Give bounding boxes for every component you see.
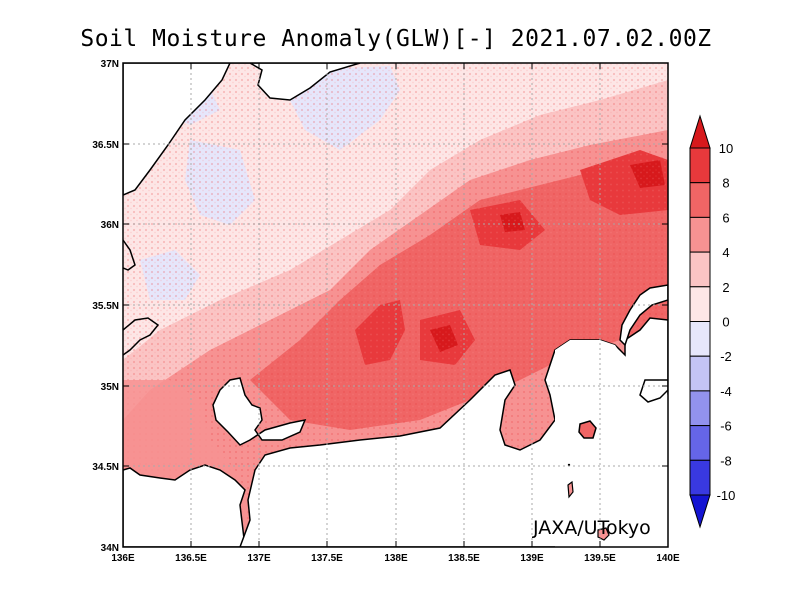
pacific-ocean xyxy=(123,464,246,547)
colorbar-tick-label: -4 xyxy=(720,384,732,399)
colorbar-segment xyxy=(689,286,711,322)
lat-tick-label: 34N xyxy=(101,543,119,554)
lat-tick-labels: 34N 34.5N 35N 35.5N 36N 36.5N 37N xyxy=(92,59,119,554)
coastline xyxy=(123,239,136,271)
colorbar-max-arrow xyxy=(689,114,711,149)
tokyo-bay xyxy=(619,284,668,347)
lat-tick-label: 36.5N xyxy=(92,140,119,151)
lon-tick-label: 136.5E xyxy=(175,553,207,564)
island-small xyxy=(597,527,610,541)
colorbar-segment xyxy=(689,321,711,357)
lon-tick-labels: 136E 136.5E 137E 137.5E 138E 138.5E 139E… xyxy=(111,553,680,564)
colorbar-segment xyxy=(689,459,711,496)
sea-of-japan xyxy=(123,63,361,101)
graticule xyxy=(123,63,668,547)
colorbar-tick-label: -2 xyxy=(720,349,732,364)
colorbar-segment xyxy=(689,147,711,184)
colorbar-tick-label: 4 xyxy=(722,245,729,260)
lon-tick-label: 138.5E xyxy=(448,553,480,564)
colorbar-segment xyxy=(689,425,711,461)
lat-tick-label: 37N xyxy=(101,59,119,70)
colorbar-tick-label: 6 xyxy=(722,210,729,225)
colorbar-min-arrow xyxy=(689,494,711,529)
colorbar-tick-label: 10 xyxy=(719,141,733,156)
colorbar-tick-label: -10 xyxy=(717,488,736,503)
map-panel xyxy=(123,63,668,547)
lon-tick-label: 140E xyxy=(656,553,680,564)
colorbar-tick-label: 0 xyxy=(722,315,729,330)
colorbar-segment xyxy=(689,390,711,427)
credit-label: JAXA/UTokyo xyxy=(533,517,651,539)
ise-bay xyxy=(212,377,307,446)
lat-tick-label: 34.5N xyxy=(92,462,119,473)
sagami-bay xyxy=(555,340,668,547)
lon-tick-label: 137E xyxy=(247,553,271,564)
lon-tick-label: 136E xyxy=(111,553,135,564)
pacific-ocean xyxy=(639,379,668,403)
lon-tick-label: 139.5E xyxy=(584,553,616,564)
map-title: Soil Moisture Anomaly(GLW)[-] 2021.07.02… xyxy=(80,26,712,52)
coastline xyxy=(123,317,160,356)
colorbar-segment xyxy=(689,355,711,392)
colorbar-tick-label: 2 xyxy=(722,280,729,295)
colorbar-tick-label: -8 xyxy=(720,453,732,468)
colorbar: 10 8 6 4 2 0 -2 -4 -6 -8 -10 xyxy=(689,114,736,529)
axis-ticks xyxy=(122,62,669,548)
colorbar-tick-label: -6 xyxy=(720,419,732,434)
colorbar-tick-label: 8 xyxy=(722,176,729,191)
lon-tick-label: 138E xyxy=(384,553,408,564)
colorbar-segment xyxy=(689,251,711,288)
izu-oshima xyxy=(578,420,597,439)
lon-tick-label: 139E xyxy=(520,553,544,564)
colorbar-segment xyxy=(689,182,711,218)
lat-tick-label: 35N xyxy=(101,382,119,393)
island-small xyxy=(567,480,574,499)
colorbar-segment xyxy=(689,216,711,253)
lon-tick-label: 137.5E xyxy=(311,553,343,564)
sea-of-japan xyxy=(123,63,231,196)
lat-tick-label: 35.5N xyxy=(92,301,119,312)
lat-tick-label: 36N xyxy=(101,220,119,231)
